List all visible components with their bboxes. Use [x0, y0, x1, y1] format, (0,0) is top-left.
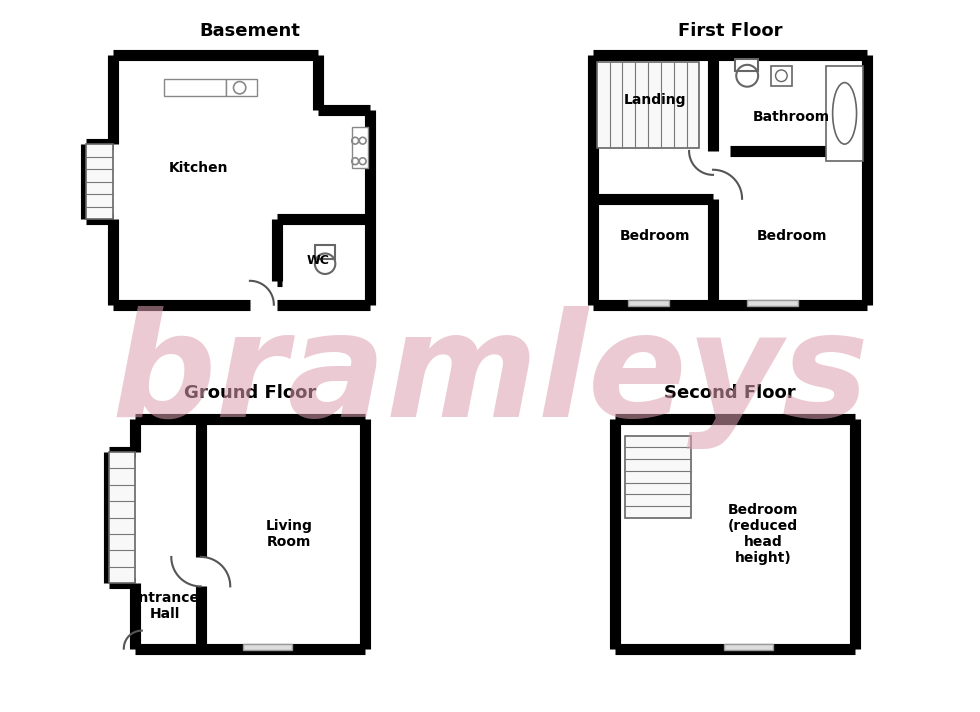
Text: WC: WC: [307, 253, 329, 267]
Text: Entrance
Hall: Entrance Hall: [129, 591, 200, 621]
Bar: [243, 644, 292, 650]
Text: Basement: Basement: [200, 22, 300, 41]
Bar: [826, 66, 863, 161]
Text: Bedroom
(reduced
head
height): Bedroom (reduced head height): [727, 503, 798, 565]
Text: Bedroom: Bedroom: [757, 229, 827, 244]
Bar: [771, 66, 792, 86]
Bar: [627, 300, 668, 306]
Text: Ground Floor: Ground Floor: [184, 384, 316, 402]
Bar: [226, 79, 257, 96]
Bar: [723, 644, 772, 650]
Text: Living
Room: Living Room: [266, 519, 313, 549]
Text: Second Floor: Second Floor: [664, 384, 796, 402]
Text: Bathroom: Bathroom: [753, 110, 830, 124]
Bar: [315, 245, 335, 258]
Bar: [747, 300, 799, 306]
Text: bramleys: bramleys: [111, 306, 869, 449]
Bar: [597, 62, 700, 147]
Text: First Floor: First Floor: [678, 22, 782, 41]
Bar: [353, 127, 368, 168]
Bar: [625, 436, 691, 518]
Text: Landing: Landing: [623, 93, 686, 107]
Text: Bedroom: Bedroom: [619, 229, 690, 244]
Bar: [86, 144, 114, 219]
Text: Kitchen: Kitchen: [169, 161, 228, 175]
Bar: [109, 452, 135, 583]
Bar: [165, 79, 226, 96]
Bar: [735, 58, 759, 70]
